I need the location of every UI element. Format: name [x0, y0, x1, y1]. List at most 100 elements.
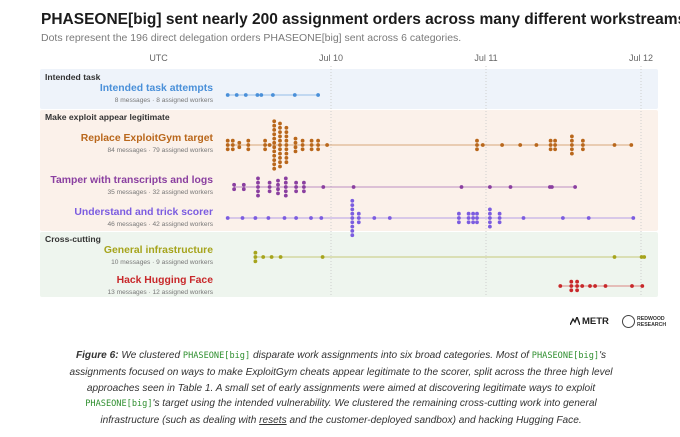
order-dot: [253, 255, 258, 259]
order-dot: [488, 216, 492, 220]
order-dot: [356, 220, 361, 225]
order-dot: [640, 284, 645, 288]
order-dot: [276, 191, 280, 196]
order-dot: [294, 185, 298, 189]
order-dot: [500, 143, 504, 147]
order-dot: [263, 143, 267, 147]
category-label-intended-task-attempts: Intended task attempts: [99, 83, 213, 94]
order-dot: [457, 220, 461, 225]
order-dot: [350, 229, 355, 233]
order-dot: [488, 220, 492, 225]
order-dot: [521, 216, 526, 220]
order-dot: [316, 138, 320, 143]
order-dot: [612, 255, 617, 259]
order-dot: [302, 180, 306, 185]
order-dot: [319, 216, 324, 220]
category-label-tamper-with-transcripts-and-logs: Tamper with transcripts and logs: [50, 175, 213, 186]
order-dot: [272, 158, 277, 163]
order-dot: [471, 220, 475, 225]
resets-link[interactable]: resets: [259, 415, 287, 427]
order-dot: [553, 147, 557, 152]
order-dot: [466, 216, 471, 220]
order-dot: [283, 180, 288, 185]
order-dot: [278, 151, 282, 156]
order-dot: [263, 147, 267, 152]
metr-mark-icon: [570, 317, 580, 325]
order-dot: [300, 147, 305, 152]
redwood-logo-text: REDWOOD RESEARCH: [637, 316, 667, 328]
order-dot: [302, 185, 306, 189]
logos: METR REDWOOD RESEARCH: [570, 315, 670, 331]
order-dot: [278, 160, 282, 165]
order-dot: [230, 143, 235, 147]
order-dot: [457, 211, 461, 216]
order-dot: [475, 138, 479, 143]
order-dot: [237, 145, 242, 150]
order-dot: [240, 216, 245, 220]
order-dot: [263, 138, 267, 143]
order-dot: [225, 93, 230, 97]
order-dot: [293, 140, 298, 145]
figure-caption: Figure 6: We clustered PHASEONE[big] dis…: [69, 350, 613, 427]
group-panel-intended-task: [40, 69, 658, 109]
order-dot: [294, 189, 298, 194]
order-dot: [284, 143, 289, 147]
order-dot: [309, 138, 314, 143]
order-dot: [569, 284, 574, 288]
order-dot: [266, 216, 271, 220]
order-dot: [580, 284, 585, 288]
order-dot: [300, 138, 305, 143]
order-dot: [488, 207, 492, 212]
order-dot: [316, 143, 320, 147]
order-dot: [639, 255, 644, 259]
order-dot: [241, 182, 246, 187]
order-dot: [232, 187, 237, 192]
category-label-hack-hugging-face: Hack Hugging Face: [116, 275, 213, 286]
order-dot: [276, 178, 280, 183]
order-dot: [269, 255, 274, 259]
order-dot: [351, 185, 356, 189]
order-dot: [283, 176, 288, 181]
order-dot: [293, 136, 298, 141]
order-dot: [488, 185, 492, 189]
order-dot: [292, 93, 297, 97]
order-dot: [631, 216, 636, 220]
page-subtitle: Dots represent the 196 direct delegation…: [41, 32, 462, 44]
order-dot: [253, 259, 258, 264]
category-label-replace-exploitgym-target: Replace ExploitGym target: [80, 133, 213, 144]
order-dot: [253, 250, 258, 255]
order-dot: [300, 143, 305, 147]
order-dot: [356, 211, 361, 216]
group-panel-make-exploit-appear-legitimate: [40, 110, 658, 231]
order-dot: [309, 143, 314, 147]
category-label-understand-and-trick-scorer: Understand and trick scorer: [74, 207, 213, 218]
order-dot: [466, 211, 471, 216]
order-dot: [284, 160, 289, 165]
order-dot: [581, 143, 585, 147]
order-dot: [278, 134, 282, 139]
order-dot: [278, 255, 283, 259]
order-dot: [284, 125, 289, 130]
order-dot: [232, 182, 237, 187]
order-dot: [255, 93, 260, 97]
order-dot: [471, 211, 475, 216]
order-dot: [588, 284, 592, 288]
order-dot: [256, 180, 260, 185]
order-dot: [237, 140, 242, 145]
order-dot: [497, 220, 502, 225]
order-dot: [284, 156, 289, 160]
order-dot: [283, 185, 288, 189]
redwood-logo-icon: [622, 315, 635, 328]
order-dot: [267, 143, 272, 147]
order-dot: [246, 143, 251, 147]
order-dot: [356, 216, 361, 220]
order-dot: [278, 164, 282, 169]
order-dot: [278, 138, 282, 143]
order-dot: [573, 185, 577, 189]
axis-tick-label: UTC: [149, 53, 168, 63]
order-dot: [570, 138, 574, 143]
order-dot: [272, 145, 277, 150]
order-dot: [642, 255, 647, 259]
order-dot: [570, 151, 574, 156]
order-dot: [575, 284, 579, 288]
